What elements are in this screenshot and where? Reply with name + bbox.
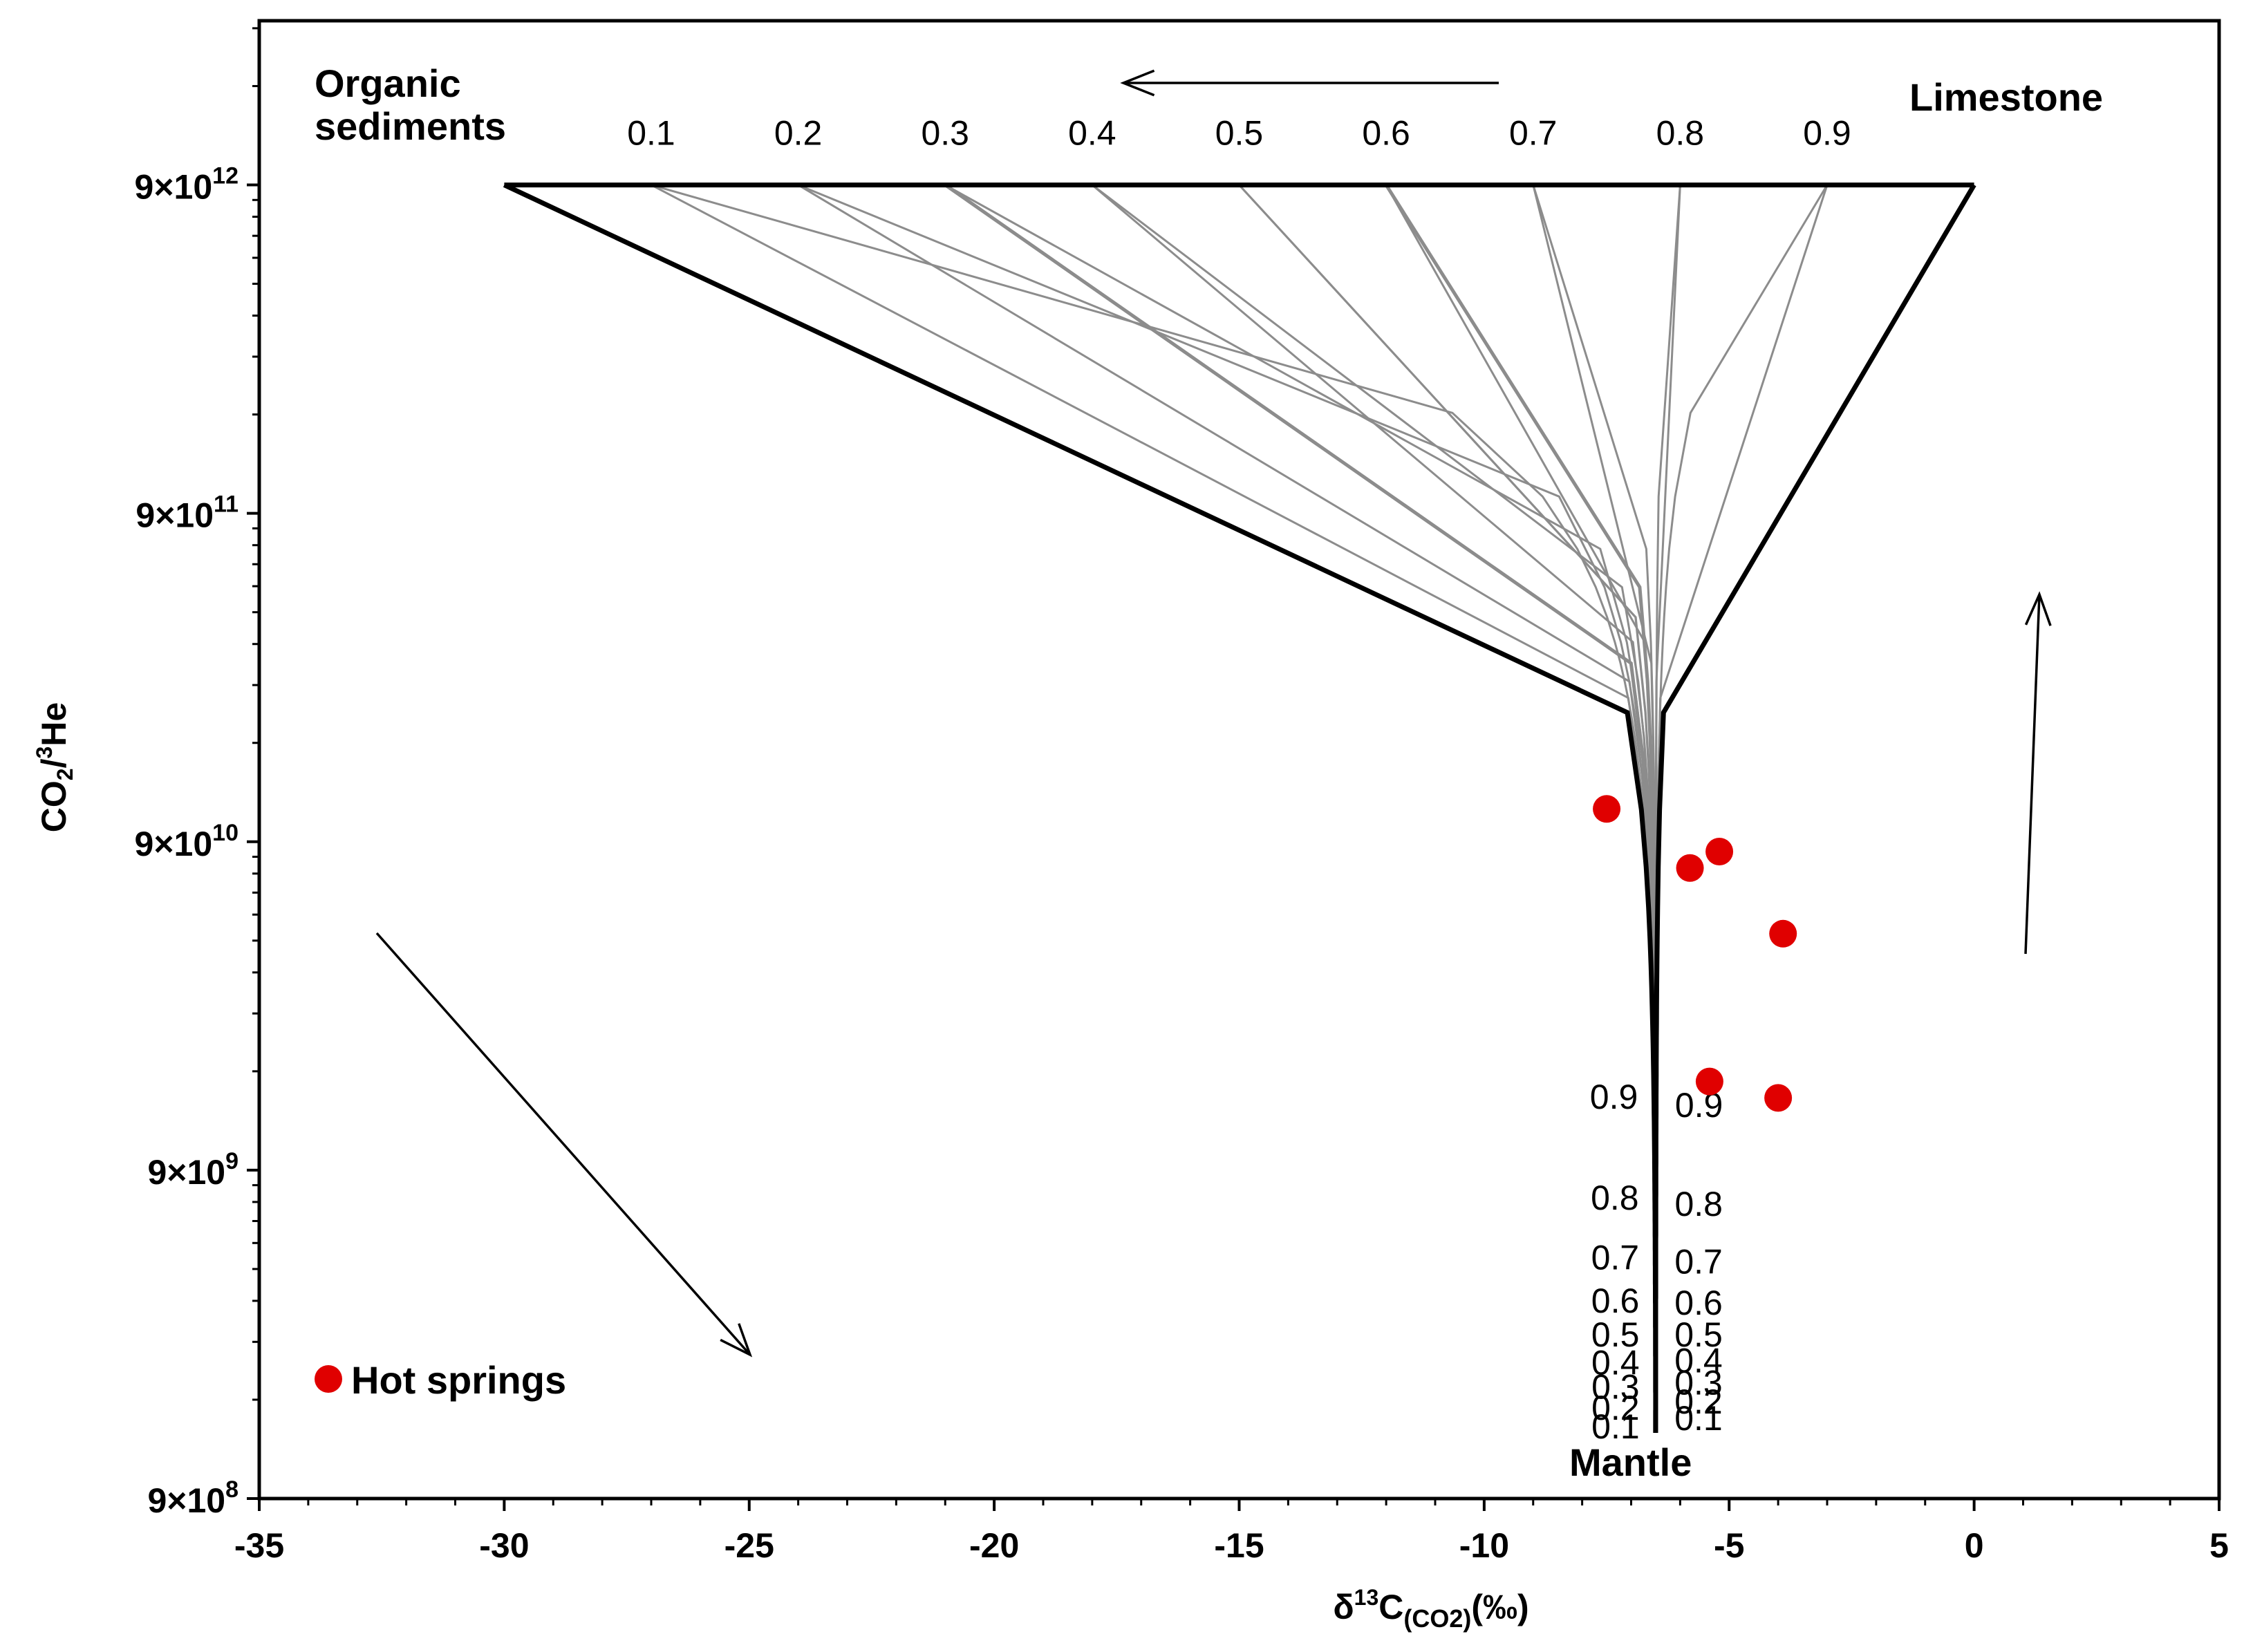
- top-fraction-label: 0.5: [1215, 114, 1264, 153]
- left-fraction-label: 0.3: [1591, 1367, 1640, 1406]
- x-tick-label: -35: [234, 1526, 284, 1565]
- top-fraction-label: 0.4: [1068, 114, 1116, 153]
- arrow-toward-limestone: [2024, 594, 2041, 955]
- right-fraction-label: 0.3: [1674, 1363, 1723, 1402]
- legend-marker: [315, 1365, 342, 1393]
- arrow-toward-limestone-head: [2024, 591, 2052, 626]
- left-fraction-label: 0.9: [1590, 1078, 1638, 1116]
- top-fraction-label: 0.2: [774, 114, 823, 153]
- x-tick-label: 0: [1965, 1526, 1984, 1565]
- legend: Hot springs: [315, 1358, 566, 1402]
- mantle-label: Mantle: [1569, 1440, 1692, 1484]
- left-fraction-label: 0.4: [1591, 1344, 1640, 1382]
- limestone-fraction-curve: [651, 184, 1657, 1418]
- top-fraction-label: 0.9: [1803, 114, 1851, 153]
- right-fraction-label: 0.5: [1674, 1315, 1723, 1354]
- x-tick-label: -15: [1214, 1526, 1264, 1565]
- legend-label: Hot springs: [351, 1358, 566, 1402]
- x-tick-label: -10: [1459, 1526, 1509, 1565]
- y-tick-label: 9×1012: [135, 163, 239, 207]
- plot-frame: [257, 19, 2221, 1501]
- y-tick-label: 9×1010: [135, 820, 239, 863]
- y-tick-label: 9×108: [147, 1476, 239, 1520]
- hot-spring-point: [1676, 854, 1704, 882]
- organic-fraction-curve: [1654, 185, 1829, 1418]
- hot-springs-points: [1593, 795, 1797, 1112]
- top-fraction-label: 0.7: [1509, 114, 1558, 153]
- right-fraction-label: 0.6: [1674, 1284, 1723, 1322]
- limestone-fraction-curve: [1238, 184, 1657, 1334]
- hot-spring-point: [1764, 1084, 1793, 1112]
- limestone-fraction-curve: [1091, 184, 1657, 1360]
- organic-fraction-curve: [944, 184, 1656, 1261]
- mantle-organic-boundary: [503, 182, 1658, 1433]
- x-tick-label: -25: [724, 1526, 774, 1565]
- arrow-toward-mantle: [375, 932, 751, 1356]
- limestone-label: Limestone: [1909, 75, 2103, 119]
- x-tick-label: -5: [1714, 1526, 1744, 1565]
- axis-ticks: -35 -30 -25 -20 -15 -10 -5 0 5 9×108 9×109 9×1010 9×…: [135, 27, 2229, 1565]
- left-fraction-label: 0.6: [1591, 1282, 1640, 1320]
- top-fraction-label: 0.8: [1656, 114, 1705, 153]
- right-fraction-label: 0.7: [1674, 1243, 1723, 1282]
- organic-sediments-label: Organic sediments: [315, 62, 506, 148]
- organic-fraction-curve: [1238, 184, 1657, 1334]
- left-fraction-label: 0.2: [1591, 1389, 1640, 1427]
- mixing-grid: [651, 183, 1829, 1418]
- hot-spring-point: [1705, 838, 1734, 866]
- top-fraction-label: 0.3: [921, 114, 969, 153]
- top-fraction-label: 0.6: [1362, 114, 1410, 153]
- right-fraction-label: 0.8: [1674, 1185, 1723, 1223]
- right-fraction-label: 0.2: [1674, 1382, 1723, 1421]
- x-tick-label: -20: [969, 1526, 1019, 1565]
- mantle-limestone-boundary: [1653, 183, 1976, 1433]
- hot-spring-point: [1695, 1067, 1723, 1096]
- fraction-labels: 0.90.80.70.60.50.40.30.20.10.10.20.30.40…: [627, 114, 1851, 1447]
- limestone-fraction-curve: [944, 183, 1658, 1382]
- limestone-fraction-curve: [1384, 184, 1658, 1302]
- limestone-fraction-curve: [1655, 184, 1829, 1105]
- x-axis-title: δ13C(CO2)(‰): [1333, 1585, 1528, 1633]
- arrow-toward-mantle-head: [720, 1323, 753, 1358]
- y-tick-label: 9×109: [147, 1148, 239, 1192]
- left-fraction-label: 0.1: [1591, 1407, 1640, 1446]
- hot-spring-point: [1769, 919, 1797, 948]
- x-tick-label: 5: [2209, 1526, 2229, 1565]
- top-fraction-label: 0.1: [627, 114, 675, 153]
- y-axis-title: CO2/3He: [32, 702, 77, 832]
- hot-spring-point: [1593, 795, 1621, 823]
- organic-fraction-curve: [798, 184, 1656, 1203]
- trend-arrows: [375, 69, 2052, 1358]
- right-fraction-label: 0.1: [1674, 1399, 1723, 1438]
- organic-fraction-curve: [1091, 184, 1656, 1302]
- y-tick-label: 9×1011: [135, 491, 239, 535]
- limestone-fraction-curve: [797, 184, 1657, 1401]
- arrow-toward-organic-head: [1120, 69, 1155, 97]
- left-fraction-label: 0.8: [1591, 1179, 1639, 1217]
- mixing-boundary: [503, 182, 1976, 1433]
- left-fraction-label: 0.5: [1591, 1315, 1640, 1354]
- right-fraction-label: 0.4: [1674, 1342, 1723, 1380]
- x-tick-label: -30: [479, 1526, 529, 1565]
- left-fraction-label: 0.7: [1591, 1239, 1640, 1277]
